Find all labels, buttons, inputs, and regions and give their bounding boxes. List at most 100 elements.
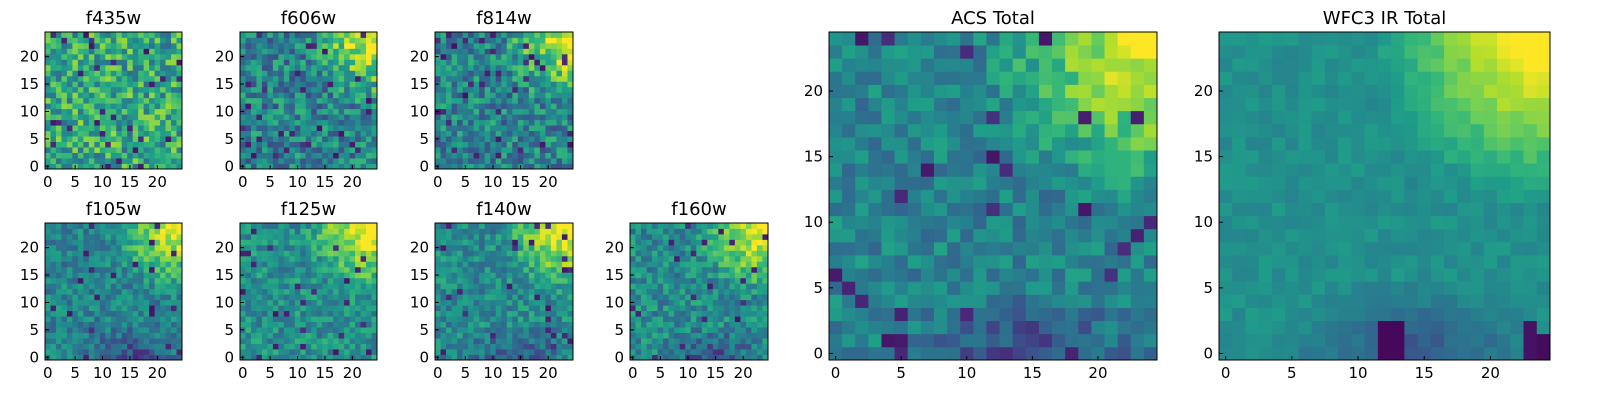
heatmap-cell [311, 233, 318, 240]
heatmap-cell [165, 103, 172, 110]
heatmap-cell [267, 233, 274, 240]
heatmap-cell [289, 152, 296, 159]
heatmap-cell [294, 37, 301, 44]
heatmap-cell [72, 152, 79, 159]
heatmap-cell [712, 255, 719, 262]
heatmap-cell [446, 299, 452, 306]
heatmap-cell [1065, 189, 1079, 203]
heatmap-cell [149, 48, 155, 55]
heatmap-cell [457, 239, 463, 246]
heatmap-cell [105, 141, 112, 148]
heatmap-cell [121, 266, 128, 273]
heatmap-cell [1091, 241, 1105, 256]
heatmap-cell [94, 152, 101, 159]
heatmap-cell [256, 233, 263, 240]
heatmap-cell [83, 97, 90, 104]
heatmap-cell [127, 316, 134, 323]
heatmap-cell [707, 288, 714, 295]
heatmap-cell [545, 223, 552, 229]
heatmap-cell [484, 239, 491, 246]
heatmap-cell [344, 310, 350, 317]
heatmap-cell [116, 42, 123, 49]
heatmap-cell [652, 332, 658, 339]
heatmap-cell [663, 255, 670, 262]
heatmap-cell [1143, 346, 1158, 361]
heatmap-cell [506, 152, 513, 159]
heatmap-cell [986, 255, 1000, 269]
heatmap-cell [171, 141, 177, 148]
heatmap-cell [457, 103, 463, 110]
heatmap-cell [132, 59, 139, 66]
heatmap-cell [61, 119, 68, 126]
heatmap-cell [344, 147, 350, 153]
heatmap-cell [517, 283, 524, 290]
heatmap-cell [473, 305, 480, 312]
heatmap-cell [240, 223, 246, 229]
heatmap-cell [707, 239, 714, 246]
heatmap-cell [355, 163, 361, 170]
heatmap-cell [272, 244, 279, 251]
heatmap-cell [1012, 294, 1027, 308]
heatmap-cell [267, 321, 274, 328]
heatmap-cell [685, 283, 692, 290]
heatmap-cell [360, 97, 367, 104]
heatmap-cell [105, 147, 112, 153]
heatmap-cell [283, 125, 290, 132]
heatmap-cell [1143, 189, 1158, 203]
heatmap-cell [523, 92, 530, 99]
heatmap-cell [250, 108, 257, 115]
heatmap-cell [842, 228, 856, 243]
heatmap-cell [121, 354, 128, 361]
heatmap-cell [160, 277, 166, 284]
heatmap-cell [457, 53, 463, 60]
heatmap-cell [165, 223, 172, 229]
heatmap-cell [1130, 123, 1145, 138]
heatmap-cell [160, 354, 166, 361]
heatmap-cell [517, 349, 524, 355]
heatmap-cell [495, 97, 502, 104]
heatmap-cell [300, 64, 307, 71]
heatmap-cell [88, 228, 95, 235]
heatmap-cell [272, 59, 279, 66]
heatmap-cell [668, 316, 675, 323]
y-tick-label: 15 [20, 266, 39, 284]
heatmap-cell [327, 343, 334, 350]
heatmap-cell [712, 239, 719, 246]
heatmap-cell [641, 266, 647, 273]
heatmap-cell [143, 244, 150, 251]
heatmap-cell [646, 354, 653, 361]
heatmap-cell [45, 141, 51, 148]
heatmap-cell [745, 316, 752, 323]
heatmap-cell [165, 294, 172, 301]
heatmap-cell [338, 97, 345, 104]
heatmap-cell [316, 59, 323, 66]
heatmap-cell [245, 114, 252, 121]
heatmap-cell [50, 53, 57, 60]
heatmap-cell [756, 277, 763, 284]
heatmap-cell [868, 346, 882, 361]
heatmap-cell [468, 32, 475, 38]
y-tick-label: 15 [20, 75, 39, 93]
heatmap-cell [829, 176, 843, 190]
heatmap-cell [45, 294, 51, 301]
heatmap-cell [250, 147, 257, 153]
heatmap-cell [446, 37, 452, 44]
heatmap-cell [446, 48, 452, 55]
heatmap-cell [539, 64, 546, 71]
heatmap-cell [278, 163, 285, 170]
heatmap-cell [451, 75, 458, 82]
heatmap-cell [72, 141, 79, 148]
heatmap-cell [305, 136, 312, 142]
heatmap-cell [371, 321, 378, 328]
heatmap-cell [484, 163, 491, 170]
heatmap-cell [484, 283, 491, 290]
heatmap-cell [127, 255, 134, 262]
heatmap-cell [66, 75, 73, 82]
heatmap-cell [707, 310, 714, 317]
heatmap-cell [61, 59, 68, 66]
heatmap-cell [105, 119, 112, 126]
heatmap-cell [66, 277, 73, 284]
heatmap-cell [327, 158, 334, 164]
heatmap-cell [999, 136, 1014, 151]
heatmap-cell [718, 310, 725, 317]
